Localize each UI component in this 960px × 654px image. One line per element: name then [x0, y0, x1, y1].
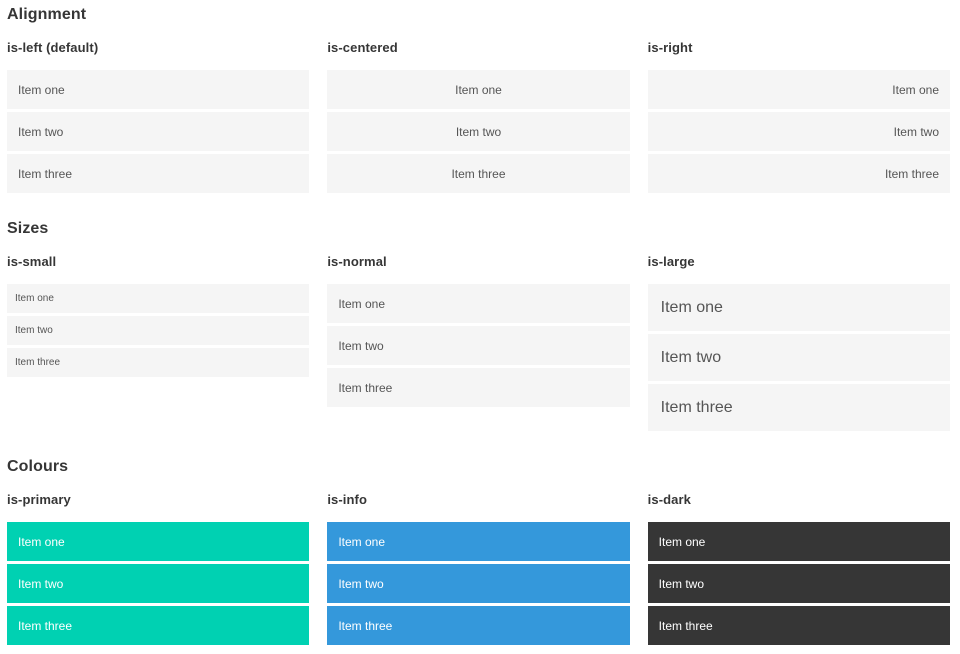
section-alignment: Alignment is-left (default) Item one Ite… [7, 5, 950, 196]
column-heading: is-primary [7, 492, 71, 507]
column-heading: is-info [327, 492, 368, 507]
column-heading: is-dark [647, 492, 691, 507]
column-is-right: is-right Item one Item two Item three [647, 24, 950, 196]
column-heading: is-left (default) [7, 40, 99, 55]
column-heading: is-right [647, 40, 693, 55]
list-centered: Item one Item two Item three [327, 70, 630, 193]
list-item[interactable]: Item three [327, 154, 630, 193]
section-colours: Colours is-primary Item one Item two Ite… [7, 457, 950, 648]
list-item[interactable]: Item three [7, 348, 310, 377]
list-item[interactable]: Item one [647, 70, 950, 109]
list-item[interactable]: Item three [647, 154, 950, 193]
column-heading: is-centered [327, 40, 398, 55]
list-primary: Item one Item two Item three [7, 522, 310, 645]
section-title: Alignment [7, 6, 87, 23]
list-item[interactable]: Item three [647, 606, 950, 645]
list-item[interactable]: Item two [327, 564, 630, 603]
column-is-normal: is-normal Item one Item two Item three [327, 238, 630, 410]
list-item[interactable]: Item three [7, 154, 310, 193]
list-item[interactable]: Item two [647, 564, 950, 603]
list-item[interactable]: Item one [327, 70, 630, 109]
alignment-columns: is-left (default) Item one Item two Item… [7, 24, 950, 196]
list-item[interactable]: Item three [7, 606, 310, 645]
list-left-aligned: Item one Item two Item three [7, 70, 310, 193]
list-item[interactable]: Item three [647, 384, 950, 431]
list-item[interactable]: Item two [327, 326, 630, 365]
column-is-dark: is-dark Item one Item two Item three [647, 476, 950, 648]
list-item[interactable]: Item one [327, 522, 630, 561]
list-info: Item one Item two Item three [327, 522, 630, 645]
list-item[interactable]: Item two [7, 112, 310, 151]
list-item[interactable]: Item three [327, 368, 630, 407]
sizes-columns: is-small Item one Item two Item three is… [7, 238, 950, 434]
list-item[interactable]: Item one [7, 70, 310, 109]
column-heading: is-small [7, 254, 57, 269]
column-heading: is-large [647, 254, 695, 269]
list-item[interactable]: Item one [647, 284, 950, 331]
list-normal: Item one Item two Item three [327, 284, 630, 407]
list-item[interactable]: Item one [7, 522, 310, 561]
section-title: Sizes [7, 220, 49, 237]
list-item[interactable]: Item two [7, 316, 310, 345]
list-item[interactable]: Item two [327, 112, 630, 151]
list-item[interactable]: Item two [647, 334, 950, 381]
column-is-centered: is-centered Item one Item two Item three [327, 24, 630, 196]
list-right-aligned: Item one Item two Item three [647, 70, 950, 193]
list-item[interactable]: Item one [327, 284, 630, 323]
list-item[interactable]: Item one [647, 522, 950, 561]
colours-columns: is-primary Item one Item two Item three … [7, 476, 950, 648]
section-sizes: Sizes is-small Item one Item two Item th… [7, 219, 950, 434]
list-small: Item one Item two Item three [7, 284, 310, 377]
list-item[interactable]: Item three [327, 606, 630, 645]
column-heading: is-normal [327, 254, 387, 269]
list-item[interactable]: Item one [7, 284, 310, 313]
list-item[interactable]: Item two [647, 112, 950, 151]
column-is-info: is-info Item one Item two Item three [327, 476, 630, 648]
list-item[interactable]: Item two [7, 564, 310, 603]
column-is-primary: is-primary Item one Item two Item three [7, 476, 310, 648]
list-dark: Item one Item two Item three [647, 522, 950, 645]
section-title: Colours [7, 458, 69, 475]
list-large: Item one Item two Item three [647, 284, 950, 431]
column-is-small: is-small Item one Item two Item three [7, 238, 310, 380]
column-is-large: is-large Item one Item two Item three [647, 238, 950, 434]
column-is-left: is-left (default) Item one Item two Item… [7, 24, 310, 196]
